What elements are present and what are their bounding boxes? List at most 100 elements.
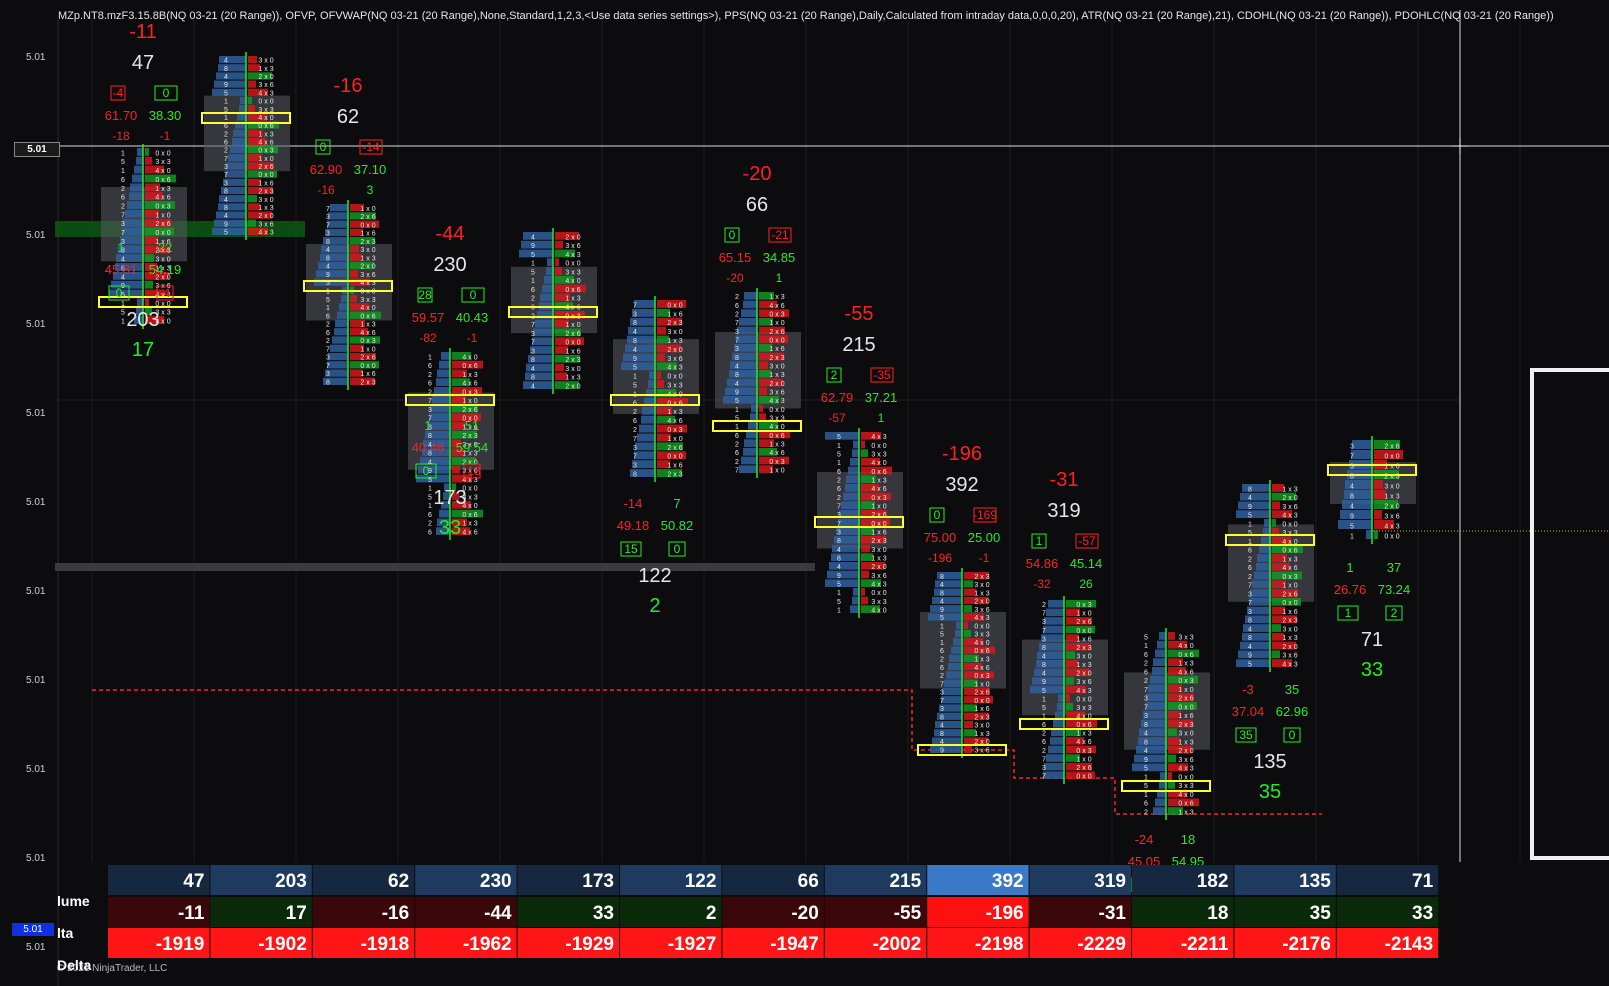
cell-bid-count: 2 [735,312,739,319]
table-value-delta: -11 [178,903,205,924]
bid-volume-bar [330,344,348,352]
ask-volume-bar [1272,501,1280,510]
bid-volume-bar [743,448,757,456]
cell-bid-ask: 3 x 6 [1384,514,1399,521]
ask-volume-bar [145,254,154,263]
bid-volume-bar [727,378,757,387]
bid-volume-bar [120,236,143,245]
cell-bid-count: 1 [531,261,535,268]
cell-bid-ask: 1 x 3 [1282,486,1297,493]
bid-volume-bar [321,245,348,253]
ask-volume-bar [350,278,370,286]
cell-bid-count: 4 [1350,484,1354,491]
badge-left: -4 [113,86,124,100]
cell-bid-count: 7 [531,340,535,347]
bid-percent: 61.70 [105,108,138,123]
bid-volume-bar [316,270,348,278]
cell-bid-ask: 1 x 0 [769,468,784,475]
bid-volume-bar [219,56,246,64]
table-value-delta: -55 [894,903,922,924]
cell-bid-count: 3 [121,239,125,246]
cell-bid-count: 7 [1350,454,1354,461]
poc-highlight [201,112,291,124]
bid-volume-bar [237,113,246,121]
cell-bid-ask: 3 x 0 [1384,484,1399,491]
table-cell [824,865,927,895]
cell-bid-ask: 2 x 3 [1076,645,1091,652]
cell-bid-ask: 3 x 3 [360,297,375,304]
ask-percent: 34.85 [763,250,796,265]
cell-bid-ask: 3 x 6 [1282,653,1297,660]
cell-bid-count: 6 [837,486,841,493]
ask-volume-bar [861,527,874,535]
table-value-cum: -2229 [1077,934,1126,955]
cell-bid-count: 1 [121,168,125,175]
cell-bid-ask: 1 x 3 [360,322,375,329]
cell-bid-count: 6 [1144,801,1148,808]
ask-volume-bar [350,204,364,212]
ask-volume-bar [350,336,380,344]
cell-bid-ask: 3 x 6 [1178,757,1193,764]
bid-volume-bar [937,712,962,720]
cell-bid-count: 1 [326,305,330,312]
bottom-delta-low: 1 [117,240,124,255]
cell-bid-ask: 4 x 6 [769,303,784,310]
ask-volume-bar [1374,490,1386,499]
table-cell [1132,928,1234,958]
badge-box [973,507,997,523]
bid-volume-bar [1143,710,1166,719]
ask-volume-bar [145,280,153,289]
ask-volume-bar [145,271,169,280]
cell-bid-count: 6 [633,418,637,425]
poc-highlight [814,516,904,528]
ask-volume-bar [1168,675,1198,684]
cell-bid-ask: 3 x 6 [1076,679,1091,686]
cell-bid-count: 5 [1144,634,1148,641]
cell-bid-count: 7 [326,363,330,370]
ask-volume-bar [145,298,149,307]
bid-volume-bar [341,295,348,303]
ask-volume-bar [452,404,478,413]
ask-volume-bar [657,335,669,344]
bid-volume-bar [519,249,553,258]
bid-volume-bar [1043,771,1064,779]
cell-bid-count: 5 [1350,524,1354,531]
cell-bid-count: 4 [837,547,841,554]
bar-delta: -31 [1050,469,1079,491]
cell-bid-ask: 1 x 3 [1076,662,1091,669]
table-cell [415,897,517,927]
cell-bid-count: 9 [531,243,535,250]
ask-volume-bar [452,500,471,509]
cell-bid-count: 9 [326,272,330,279]
ask-volume-bar [1272,589,1298,597]
bid-volume-bar [951,646,962,654]
ask-volume-bar [452,448,464,457]
bid-volume-bar [235,121,246,129]
ask-volume-bar [657,308,670,317]
cell-bid-count: 1 [1144,643,1148,650]
bid-volume-bar [748,422,757,430]
price-axis-label: 5.01 [26,675,46,686]
table-value-cum: -1918 [361,934,410,955]
cell-bid-ask: 0 x 3 [258,148,273,155]
ask-volume-bar [1374,440,1400,449]
cell-bid-count: 7 [1042,611,1046,618]
cell-bid-ask: 0 x 0 [1178,704,1193,711]
cell-bid-count: 8 [1350,474,1354,481]
bid-volume-bar [416,474,450,483]
poc-highlight [1327,464,1417,476]
ask-volume-bar [657,451,686,460]
bid-volume-bar [928,613,962,621]
ask-volume-bar [1374,530,1378,539]
cell-bid-ask: 3 x 0 [1076,654,1091,661]
cell-bid-ask: 3 x 6 [871,573,886,580]
ask-volume-bar [759,430,790,439]
cell-bid-ask: 1 x 3 [462,372,477,379]
ask-volume-bar [1272,562,1290,571]
cell-bid-ask: 2 x 6 [1282,591,1297,598]
cell-bid-count: 2 [735,459,739,466]
ask-volume-bar [248,105,255,113]
cell-bid-count: 1 [940,640,944,647]
ask-volume-bar [555,319,569,328]
